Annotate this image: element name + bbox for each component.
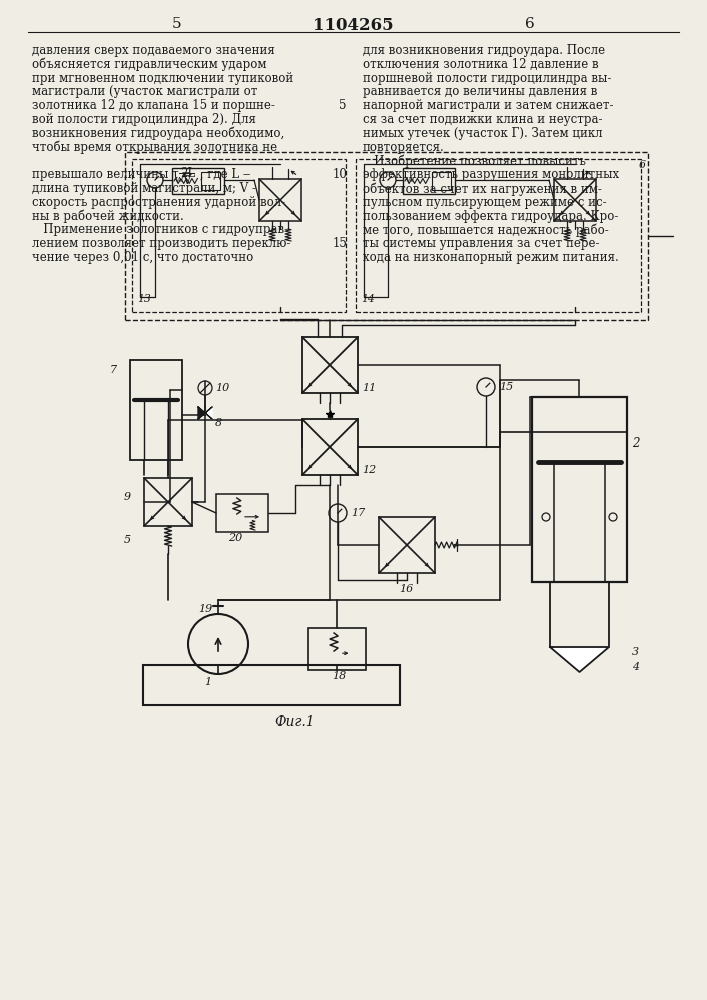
Bar: [532, 397, 627, 582]
Text: чтобы время открывания золотника не: чтобы время открывания золотника не: [32, 141, 277, 154]
Text: пользованием эффекта гидроудара. Кро-: пользованием эффекта гидроудара. Кро-: [363, 210, 619, 223]
Text: 12: 12: [362, 465, 376, 475]
Text: отключения золотника 12 давление в: отключения золотника 12 давление в: [363, 58, 599, 71]
Text: 5: 5: [339, 99, 347, 112]
Text: при мгновенном подключении тупиковой: при мгновенном подключении тупиковой: [32, 72, 293, 85]
Text: 5: 5: [173, 17, 182, 31]
Text: Фиг.1: Фиг.1: [275, 715, 315, 729]
Text: длина тупиковой магистрали, м; V -: длина тупиковой магистрали, м; V -: [32, 182, 256, 195]
Bar: [403, 168, 455, 194]
Text: , где L ‒: , где L ‒: [196, 168, 250, 181]
Text: 2: 2: [632, 437, 640, 450]
Text: давления сверх подаваемого значения: давления сверх подаваемого значения: [32, 44, 275, 57]
Bar: [302, 337, 358, 393]
Text: возникновения гидроудара необходимо,: возникновения гидроудара необходимо,: [32, 127, 284, 140]
Bar: [302, 419, 358, 475]
Text: 14: 14: [361, 294, 375, 304]
Text: W: W: [175, 176, 184, 184]
Text: 3: 3: [632, 647, 639, 657]
Text: 7: 7: [110, 365, 117, 375]
Text: 2L: 2L: [180, 167, 195, 180]
Text: 17: 17: [351, 508, 366, 518]
Text: магистрали (участок магистрали от: магистрали (участок магистрали от: [32, 85, 257, 98]
Bar: [144, 478, 192, 526]
Bar: [201, 172, 221, 190]
Bar: [554, 179, 596, 221]
Bar: [125, 152, 648, 320]
Bar: [172, 168, 224, 194]
Text: напорной магистрали и затем снижает-: напорной магистрали и затем снижает-: [363, 99, 614, 112]
Circle shape: [609, 513, 617, 521]
Polygon shape: [198, 407, 205, 419]
Text: 16: 16: [399, 584, 414, 594]
Text: 6: 6: [639, 160, 646, 170]
Text: 10: 10: [332, 168, 347, 181]
Text: чение через 0,01 с, что достаточно: чение через 0,01 с, что достаточно: [32, 251, 253, 264]
Polygon shape: [550, 647, 609, 672]
Text: превышало величины τ =: превышало величины τ =: [32, 168, 194, 181]
Text: вой полости гидроцилиндра 2). Для: вой полости гидроцилиндра 2). Для: [32, 113, 256, 126]
Text: 1104265: 1104265: [312, 17, 393, 34]
Text: 4: 4: [632, 662, 639, 672]
Text: 15: 15: [332, 237, 347, 250]
Text: поршневой полости гидроцилиндра вы-: поршневой полости гидроцилиндра вы-: [363, 72, 612, 85]
Text: ме того, повышается надежность рабо-: ме того, повышается надежность рабо-: [363, 223, 609, 237]
Text: 8: 8: [215, 418, 222, 428]
Text: повторяется.: повторяется.: [363, 141, 445, 154]
Bar: [132, 159, 346, 312]
Bar: [130, 360, 182, 460]
Text: скорость распространения ударной вол-: скорость распространения ударной вол-: [32, 196, 285, 209]
Text: объектов за счет их нагружения в им-: объектов за счет их нагружения в им-: [363, 182, 602, 196]
Text: 15: 15: [499, 382, 513, 392]
Text: W: W: [406, 176, 414, 184]
Bar: [216, 494, 268, 532]
Text: 19: 19: [198, 604, 212, 614]
Circle shape: [542, 513, 550, 521]
Text: 6: 6: [525, 17, 535, 31]
Text: 13: 13: [137, 294, 151, 304]
Text: 9: 9: [124, 492, 131, 502]
Text: объясняется гидравлическим ударом: объясняется гидравлическим ударом: [32, 58, 267, 71]
Text: Изобретение позволяет повысить: Изобретение позволяет повысить: [363, 154, 586, 168]
Text: 11: 11: [362, 383, 376, 393]
Bar: [356, 159, 641, 312]
Text: равнивается до величины давления в: равнивается до величины давления в: [363, 85, 597, 98]
Text: для возникновения гидроудара. После: для возникновения гидроудара. После: [363, 44, 605, 57]
Text: хода на низконапорный режим питания.: хода на низконапорный режим питания.: [363, 251, 619, 264]
Text: 1: 1: [204, 677, 211, 687]
Text: эффективность разрушения монолитных: эффективность разрушения монолитных: [363, 168, 619, 181]
Text: 20: 20: [228, 533, 243, 543]
Bar: [431, 172, 451, 190]
Text: Применение золотников с гидроуправ-: Применение золотников с гидроуправ-: [32, 223, 288, 236]
Text: 18: 18: [332, 671, 346, 681]
Bar: [308, 628, 366, 670]
Text: ты системы управления за счет пере-: ты системы управления за счет пере-: [363, 237, 600, 250]
Bar: [143, 665, 400, 705]
Polygon shape: [205, 407, 212, 419]
Text: лением позволяет производить переклю-: лением позволяет производить переклю-: [32, 237, 291, 250]
Text: 5: 5: [124, 535, 131, 545]
Text: ны в рабочей жидкости.: ны в рабочей жидкости.: [32, 210, 184, 223]
Text: V: V: [182, 174, 190, 187]
Text: пульсном пульсирующем режиме с ис-: пульсном пульсирующем режиме с ис-: [363, 196, 607, 209]
Bar: [259, 179, 301, 221]
Text: ся за счет подвижки клина и неустра-: ся за счет подвижки клина и неустра-: [363, 113, 602, 126]
Bar: [379, 517, 435, 573]
Text: 10: 10: [215, 383, 229, 393]
Text: золотника 12 до клапана 15 и поршне-: золотника 12 до клапана 15 и поршне-: [32, 99, 275, 112]
Circle shape: [188, 614, 248, 674]
Text: нимых утечек (участок Г). Затем цикл: нимых утечек (участок Г). Затем цикл: [363, 127, 602, 140]
